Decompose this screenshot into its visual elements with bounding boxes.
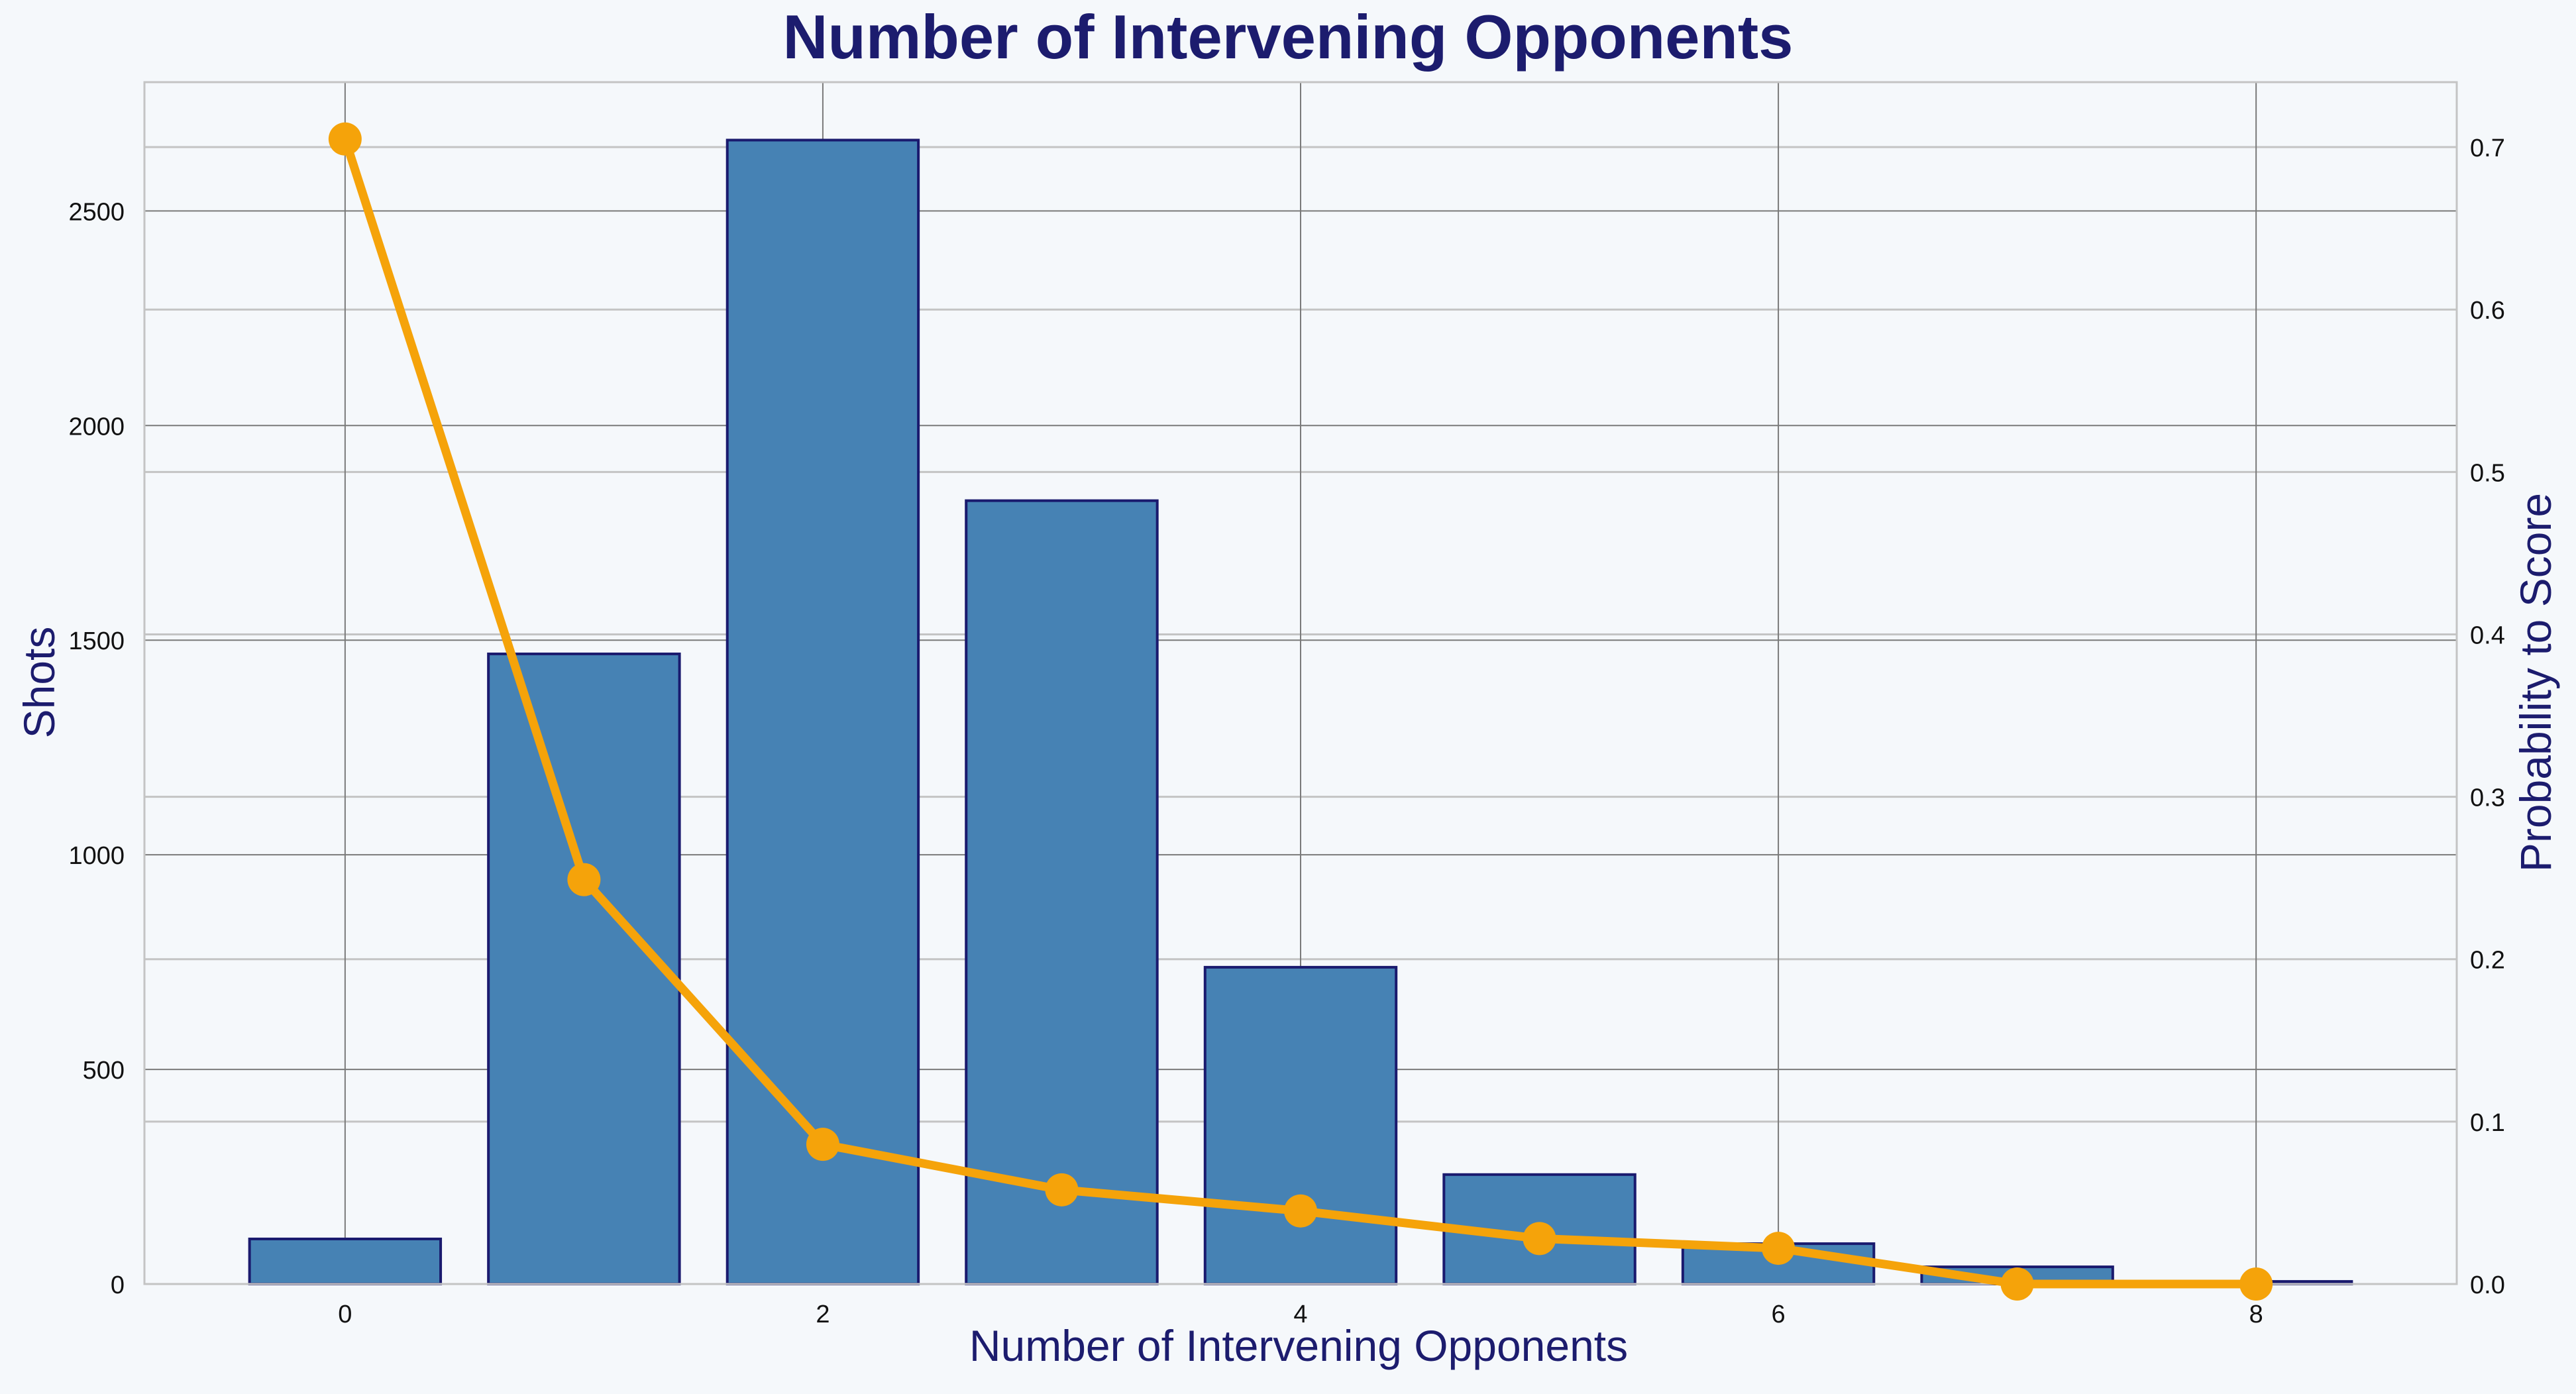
probability-point <box>1762 1232 1796 1265</box>
probability-point <box>1045 1173 1079 1206</box>
bar <box>725 138 920 1286</box>
plot-frame <box>143 81 2458 1285</box>
probability-point <box>2239 1267 2273 1301</box>
y-tick-label: 2500 <box>68 198 125 226</box>
y2-tick-label: 0.7 <box>2470 134 2505 162</box>
probability-point <box>806 1128 839 1161</box>
x-axis-label: Number of Intervening Opponents <box>969 1321 1628 1370</box>
y-tick-label: 1000 <box>68 842 125 870</box>
y-tick-label: 2000 <box>68 413 125 441</box>
y2-tick-label: 0.0 <box>2470 1271 2505 1299</box>
y2-tick-label: 0.3 <box>2470 784 2505 812</box>
bar <box>965 499 1159 1285</box>
probability-point <box>1523 1222 1556 1256</box>
tick-labels: 0 2 4 6 8 0 500 1000 1500 2000 2500 0.0 0.1 0.2 0.3 0.4… <box>68 134 2504 1328</box>
probability-point <box>1284 1194 1317 1228</box>
y2-axis-label: Probability to Score <box>2511 493 2560 872</box>
bar <box>248 1237 443 1285</box>
bars <box>248 138 2353 1286</box>
y-tick-label: 1500 <box>68 627 125 655</box>
y2-tick-label: 0.4 <box>2470 621 2505 649</box>
probability-point <box>2000 1267 2034 1301</box>
x-tick-label: 0 <box>338 1301 352 1328</box>
x-tick-label: 6 <box>1772 1301 1786 1328</box>
bar <box>487 652 681 1285</box>
probability-line <box>328 122 2273 1301</box>
y2-tick-label: 0.6 <box>2470 297 2505 325</box>
y2-tick-label: 0.1 <box>2470 1109 2505 1137</box>
x-tick-label: 2 <box>816 1301 830 1328</box>
y-tick-label: 0 <box>111 1271 125 1299</box>
probability-point <box>328 122 362 156</box>
x-tick-label: 4 <box>1293 1301 1307 1328</box>
y2-tick-label: 0.2 <box>2470 947 2505 975</box>
chart-title: Number of Intervening Opponents <box>783 2 1794 72</box>
y-tick-label: 500 <box>83 1057 125 1085</box>
y2-tick-label: 0.5 <box>2470 459 2505 487</box>
bar <box>1203 965 1398 1286</box>
probability-point <box>567 863 601 896</box>
plot-border <box>143 81 2458 1285</box>
y-axis-label: Shots <box>15 627 64 739</box>
x-tick-label: 8 <box>2249 1301 2263 1328</box>
